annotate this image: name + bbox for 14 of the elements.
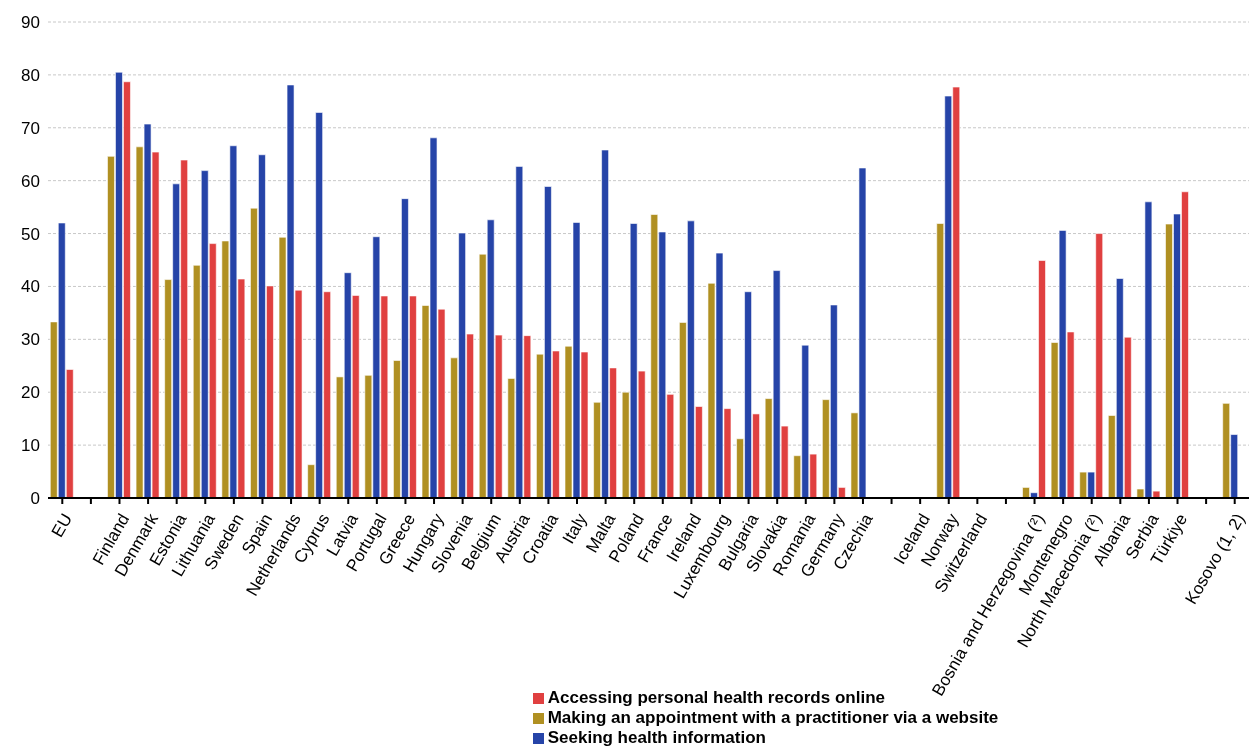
- x-tick-label: EU: [47, 510, 77, 541]
- y-tick-label: 80: [21, 65, 40, 85]
- y-tick-label: 70: [21, 118, 40, 138]
- y-tick-label: 10: [21, 436, 40, 456]
- legend-label: Accessing personal health records online: [547, 688, 885, 707]
- y-tick-label: 90: [21, 13, 40, 33]
- y-tick-label: 40: [21, 277, 40, 297]
- y-tick-label: 60: [21, 171, 40, 191]
- y-tick-label: 50: [21, 224, 40, 244]
- y-tick-label: 20: [21, 383, 40, 403]
- y-tick-label: 0: [30, 489, 40, 509]
- y-tick-label: 30: [21, 330, 40, 350]
- legend-label: Making an appointment with a practitioner via a website: [547, 708, 999, 727]
- legend-label: Seeking health information: [547, 728, 766, 747]
